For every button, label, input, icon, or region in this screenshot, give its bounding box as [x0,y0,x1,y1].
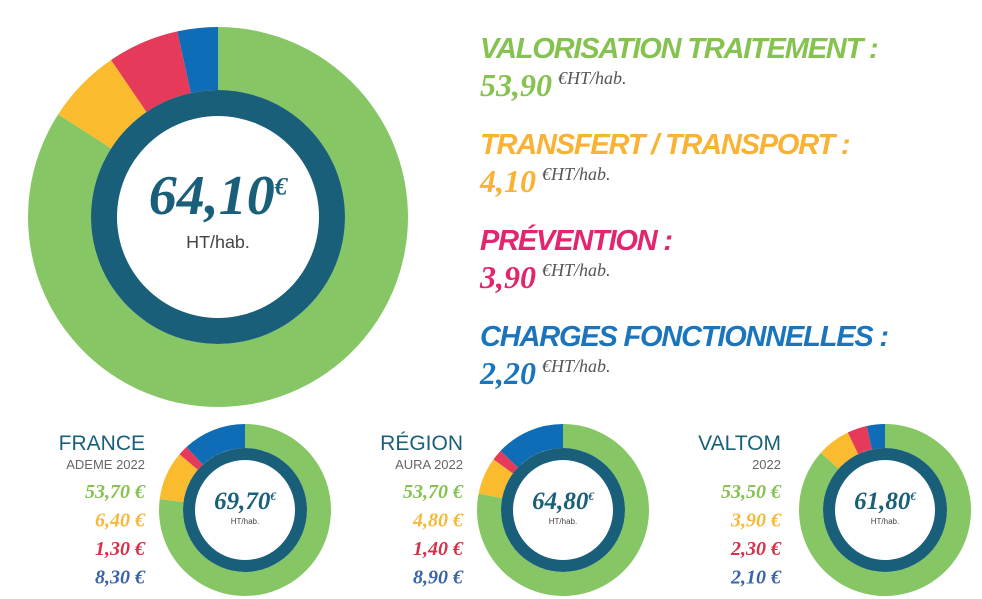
panel-title: VALTOM [698,432,781,455]
panel-value: 4,80 € [412,510,464,532]
center-unit: HT/hab. [549,517,577,526]
value-label: 4,10 [479,163,536,199]
panel-title: FRANCE [59,432,145,455]
donut-slice [58,59,147,149]
donut-slice [177,27,218,93]
center-disc [513,460,613,560]
currency: € [274,174,289,201]
center-disc [117,116,319,318]
total-value: 64,80 [532,488,589,515]
legend-category: PRÉVENTION : [480,224,672,257]
panel-title: RÉGION [380,432,463,455]
currency: € [269,491,276,503]
panel-subtitle: AURA 2022 [395,457,463,472]
donut-slice [111,31,191,113]
center-disc [835,460,935,560]
legend-value: 4,10 €HT/hab. [479,163,611,199]
donut-slice [820,432,859,469]
legend-category: CHARGES FONCTIONNELLES : [480,321,888,353]
donut-slice [27,27,408,408]
panel-subtitle: 2022 [752,457,781,472]
legend-value: 3,90 €HT/hab. [479,259,611,295]
value-unit: €HT/hab. [542,260,611,280]
donut-slice [478,459,513,499]
donut-slice [186,424,245,465]
value-unit: €HT/hab. [558,68,627,88]
panel-value: 3,90 € [730,510,782,532]
legend-category: TRANSFERT / TRANSPORT : [480,129,850,161]
total-value: 61,80 [854,488,911,515]
center-unit: HT/hab. [231,517,259,526]
center-total: 64,10€ [149,165,289,227]
panel-value: 53,70 € [85,481,146,503]
donut-slice [847,425,872,455]
center-unit: HT/hab. [186,232,250,252]
center-total: 64,80€ [532,488,594,515]
donut-slice [159,454,198,503]
value-unit: €HT/hab. [542,164,611,184]
panel-value: 1,40 € [413,538,464,560]
value-label: 2,20 [479,355,536,391]
panel-value: 2,30 € [730,538,782,560]
donut-slice [500,424,563,468]
total-value: 64,10 [149,165,275,227]
legend-category: VALORISATION TRAITEMENT : [480,33,878,65]
center-total: 61,80€ [854,488,916,515]
donut-slice [493,450,518,474]
panel-value: 53,50 € [721,481,782,503]
donut-slice [179,446,203,470]
panel-value: 2,10 € [730,567,782,589]
panel-value: 6,40 € [95,510,146,532]
total-value: 69,70 [214,488,271,515]
legend-value: 2,20 €HT/hab. [479,355,611,391]
value-label: 53,90 [480,67,552,103]
value-unit: €HT/hab. [542,356,611,376]
donut-slice [866,424,885,450]
currency: € [587,491,594,503]
panel-value: 8,90 € [413,567,464,589]
value-label: 3,90 [479,259,536,295]
center-disc [195,460,295,560]
legend-value: 53,90 €HT/hab. [480,67,627,103]
center-total: 69,70€ [214,488,276,515]
panel-value: 1,30 € [95,538,146,560]
center-unit: HT/hab. [871,517,899,526]
panel-value: 8,30 € [95,567,146,589]
currency: € [909,491,916,503]
panel-subtitle: ADEME 2022 [66,457,145,472]
panel-value: 53,70 € [403,481,464,503]
